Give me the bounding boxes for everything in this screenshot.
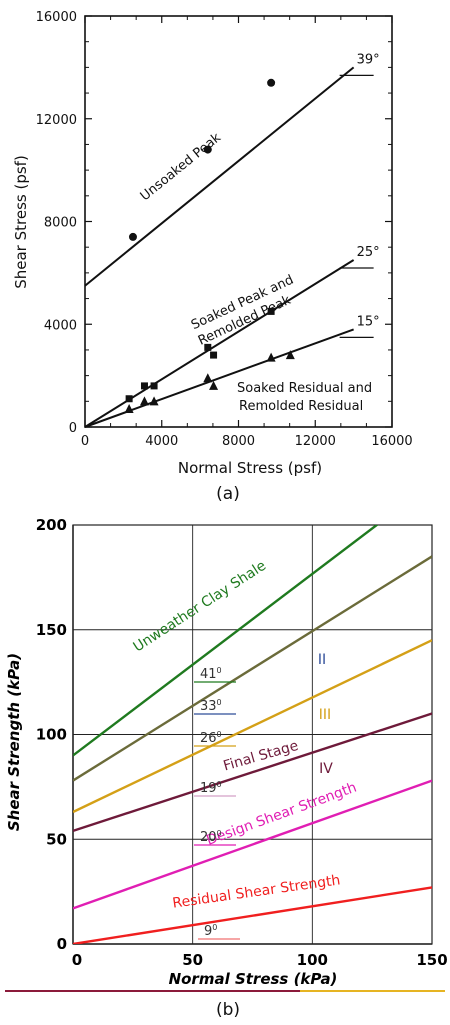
x-tick-label-b: 150 xyxy=(416,951,447,969)
data-point-a xyxy=(267,78,276,87)
series-line-b-1 xyxy=(73,555,432,782)
series-line-b-5 xyxy=(73,886,432,944)
axis-ticks-a: 0 4000 8000 12000 16000 0 4000 8000 12000 16000 xyxy=(36,10,413,449)
y-tick-label-a: 0 xyxy=(69,421,77,436)
data-point-a xyxy=(150,382,158,390)
x-tick-label-b: 50 xyxy=(182,951,203,969)
x-tick-label-a: 4000 xyxy=(145,434,178,449)
data-point-a xyxy=(203,145,212,154)
x-tick-label-a: 12000 xyxy=(295,434,336,449)
angle-label-a: 15° xyxy=(357,314,380,329)
data-point-a xyxy=(149,396,159,406)
roman-label-b: III xyxy=(319,707,331,723)
series-name-b: Unweather Clay Shale xyxy=(131,558,270,656)
roman-label-b: IV xyxy=(319,761,333,777)
data-point-a xyxy=(128,232,137,241)
series-name-a: Soaked Residual and xyxy=(237,381,372,396)
data-point-a xyxy=(267,307,275,315)
y-tick-label-b: 150 xyxy=(36,621,67,639)
series-lines-a xyxy=(84,66,355,428)
y-axis-label-a: Shear Stress (psf) xyxy=(12,155,30,289)
panel-label-a: (a) xyxy=(216,484,240,504)
series-markers-a xyxy=(124,78,295,414)
angle-label-b: 190 xyxy=(200,780,222,796)
y-tick-label-b: 0 xyxy=(57,935,67,953)
x-tick-label-a: 16000 xyxy=(371,434,412,449)
data-point-a xyxy=(125,395,133,403)
data-point-a xyxy=(266,352,276,362)
angle-label-a: 39° xyxy=(357,52,380,67)
angle-label-b: 410 xyxy=(200,666,222,682)
angle-label-b: 200 xyxy=(200,829,222,845)
x-tick-label-a: 8000 xyxy=(222,434,255,449)
data-point-a xyxy=(124,404,134,414)
y-tick-label-b: 50 xyxy=(46,830,67,848)
x-tick-label-b: 100 xyxy=(297,951,328,969)
y-tick-label-a: 4000 xyxy=(44,318,77,333)
y-tick-label-a: 16000 xyxy=(36,10,77,25)
data-point-a xyxy=(140,382,148,390)
x-tick-label-b: 0 xyxy=(72,951,82,969)
angle-label-a: 25° xyxy=(357,245,380,260)
roman-label-b: II xyxy=(318,652,326,668)
plot-border-a xyxy=(84,15,393,428)
angle-label-b: 90 xyxy=(204,923,217,939)
x-axis-label-a: Normal Stress (psf) xyxy=(178,459,322,477)
series-lines-b xyxy=(73,525,432,944)
series-name-a: Unsoaked Peak xyxy=(138,130,225,204)
x-tick-label-a: 0 xyxy=(81,434,89,449)
y-tick-label-a: 12000 xyxy=(36,113,77,128)
series-line-b-3 xyxy=(73,712,432,833)
y-axis-label-b: Shear Strength (kPa) xyxy=(5,653,23,831)
data-point-a xyxy=(285,350,295,360)
series-name-a: Remolded Residual xyxy=(239,399,363,414)
x-axis-label-b: Normal Stress (kPa) xyxy=(169,970,338,988)
y-tick-label-a: 8000 xyxy=(44,216,77,231)
axis-ticks-b: 0 50 100 150 0 50 100 150 200 xyxy=(36,516,448,969)
y-tick-label-b: 200 xyxy=(36,516,67,534)
grid-b xyxy=(72,524,433,945)
panel-label-b: (b) xyxy=(216,1000,240,1020)
data-point-a xyxy=(203,373,213,383)
plot-border-b xyxy=(72,524,433,945)
series-line-b-4 xyxy=(73,779,432,910)
data-point-a xyxy=(204,343,212,351)
data-point-a xyxy=(210,351,218,359)
series-line-a-0 xyxy=(84,66,355,287)
data-point-a xyxy=(209,380,219,390)
data-point-a xyxy=(139,396,149,406)
y-tick-label-b: 100 xyxy=(36,726,67,744)
angle-label-b: 330 xyxy=(200,698,222,714)
plot-frame-a xyxy=(84,15,393,428)
angle-label-b: 260 xyxy=(200,730,222,746)
series-line-b-0 xyxy=(73,525,379,757)
chart-a: 0 4000 8000 12000 16000 0 4000 8000 12000 16000 3… xyxy=(12,10,413,504)
series-line-b-2 xyxy=(73,639,432,814)
